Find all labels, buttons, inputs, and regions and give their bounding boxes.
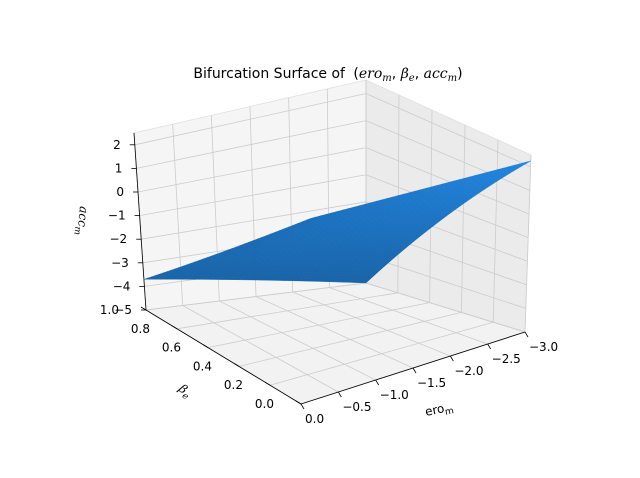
y-tick: [171, 325, 178, 330]
x-tick-label: −1.0: [380, 388, 409, 402]
y-tick-label: 0.0: [255, 397, 274, 411]
z-tick-label: 2: [113, 138, 121, 152]
z-tick-label: −5: [114, 303, 132, 317]
y-tick-label: 0.8: [131, 322, 150, 336]
grid-z-back: [134, 93, 367, 146]
grid-y-floor: [269, 321, 494, 386]
grid-x-floor: [255, 296, 414, 369]
y-tick: [202, 344, 209, 348]
grid-z-side: [365, 147, 530, 215]
title-term-3: acc: [424, 66, 448, 82]
grid-z-back: [136, 120, 367, 169]
x-tick: [449, 355, 454, 362]
grid-z-side: [365, 255, 526, 309]
title-close: ): [457, 66, 462, 82]
title-term-3-sub: m: [448, 73, 457, 84]
grid-y-side: [461, 124, 466, 313]
grid-z-back: [137, 147, 367, 193]
bifurcation-surface: [143, 160, 531, 284]
title-term-1-sub: m: [382, 73, 391, 84]
chart-title: Bifurcation Surface of (erom, βe, accm): [193, 66, 462, 84]
y-axis-label-sub: e: [180, 391, 190, 402]
y-tick-label: 0.4: [193, 359, 212, 373]
title-term-1: ero: [359, 66, 382, 82]
grid-x-floor: [292, 291, 451, 357]
grid-x-floor: [182, 305, 339, 393]
x-axis-label-sub: m: [444, 406, 455, 418]
y-tick-label: 1.0: [100, 303, 119, 317]
title-term-2-sub: e: [409, 73, 415, 84]
grid-y-floor: [176, 292, 398, 330]
tick-labels: 0.0 −0.5 −1.0 −1.5 −2.0 −2.5 −3.0 0.0 0.2 0.4 0.6 0…: [100, 138, 558, 426]
z-tick-label: −4: [113, 279, 131, 293]
grid-y-side: [397, 94, 400, 293]
z-axis-label-sub: m: [71, 226, 82, 235]
x-axis-label-base: ero: [424, 401, 446, 419]
z-tick-label: −1: [108, 209, 126, 223]
grid-z-side: [365, 93, 531, 168]
grid-x-floor: [329, 287, 488, 345]
grid-y-floor: [207, 302, 430, 348]
z-tick-label: 1: [115, 161, 123, 175]
y-axis-label: βe: [174, 381, 195, 403]
title-open: (: [353, 66, 358, 82]
z-axis-label: accm: [71, 205, 90, 236]
grid-z-back: [139, 174, 367, 216]
y-tick: [264, 381, 271, 386]
tick-marks: [129, 144, 529, 410]
x-tick-label: 0.0: [305, 412, 324, 426]
grid-z-back: [145, 282, 367, 311]
grid-z-back: [141, 201, 367, 240]
x-tick-label: −0.5: [342, 400, 371, 414]
y-tick-label: 0.6: [162, 341, 181, 355]
grid-x-floor: [219, 300, 376, 381]
y-tick-label: 0.2: [224, 378, 243, 392]
x-tick-label: −2.5: [492, 352, 521, 366]
x-tick: [412, 367, 417, 374]
x-tick: [375, 379, 380, 386]
x-tick-label: −1.5: [417, 376, 446, 390]
x-tick: [524, 331, 529, 338]
title-sep-1: ,: [392, 66, 401, 82]
y-axis-line: [145, 309, 302, 405]
grid-y-floor: [238, 312, 462, 367]
z-tick-label: 0: [116, 185, 124, 199]
grid-z-side: [365, 120, 530, 191]
x-tick: [487, 343, 492, 350]
y-tick: [140, 306, 147, 311]
grid-y-side: [524, 154, 532, 333]
x-tick-label: −2.0: [454, 364, 483, 378]
z-tick-label: −3: [111, 256, 129, 270]
x-tick: [337, 391, 342, 398]
x-tick: [300, 403, 305, 410]
surface-facet: [360, 278, 371, 284]
z-tick-label: −2: [109, 232, 127, 246]
title-sep-2: ,: [415, 66, 424, 82]
y-tick: [295, 400, 302, 405]
x-tick-label: −3.0: [529, 340, 558, 354]
z-axis-line: [133, 132, 147, 311]
z-axis-label-base: acc: [75, 206, 91, 228]
x-axis-label: erom: [424, 399, 455, 421]
chart-title-text: Bifurcation Surface of: [193, 66, 346, 82]
y-tick: [233, 363, 240, 367]
title-term-2: β: [400, 66, 409, 82]
grid-z-side: [365, 282, 526, 333]
